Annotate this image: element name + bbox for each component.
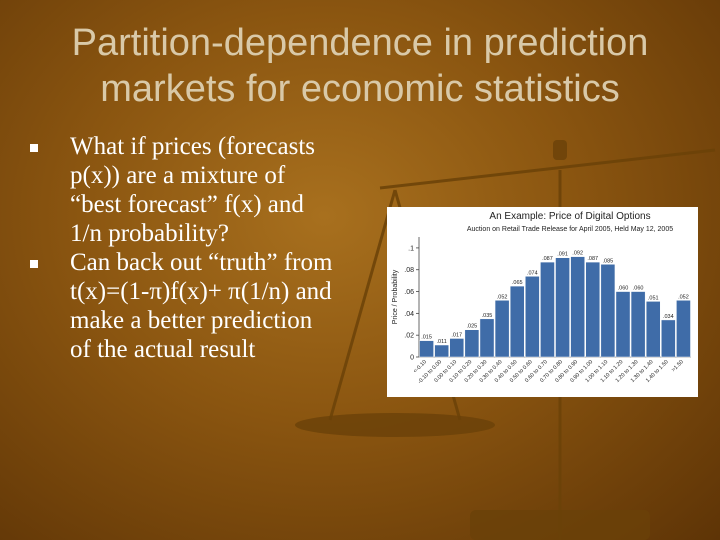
bullet-text: What if prices (forecasts p(x)) are a mi… — [70, 133, 316, 247]
y-tick-label: 0 — [410, 355, 414, 362]
bar-value-label: .052 — [497, 294, 508, 300]
bar — [676, 300, 691, 358]
bar — [600, 264, 616, 358]
bar-value-label: .025 — [467, 324, 478, 330]
bar — [479, 318, 495, 358]
bar — [449, 338, 465, 358]
bar-value-label: .034 — [663, 314, 674, 320]
bar — [509, 285, 525, 358]
bar-value-label: .065 — [512, 280, 523, 286]
bullet-item: Can back out “truth” from t(x)=(1-π)f(x)… — [26, 248, 336, 364]
bar — [525, 276, 540, 358]
bar — [494, 300, 510, 358]
chart-title: An Example: Price of Digital Options — [489, 211, 650, 222]
bar-value-label: .087 — [587, 256, 598, 262]
bar — [645, 301, 661, 358]
bar — [464, 329, 480, 358]
bar-chart: An Example: Price of Digital Options Auc… — [392, 211, 691, 385]
bar — [434, 344, 449, 358]
chart-panel: An Example: Price of Digital Options Auc… — [387, 207, 698, 397]
bullet-square-icon — [30, 260, 38, 268]
bar — [615, 291, 631, 358]
bar — [540, 261, 555, 358]
y-tick-label: .04 — [404, 311, 414, 318]
y-tick-label: .08 — [404, 267, 414, 274]
bar-value-label: .052 — [678, 294, 689, 300]
bar-value-label: .051 — [648, 295, 659, 301]
bar-value-label: .085 — [603, 258, 614, 264]
y-tick-label: .06 — [404, 289, 414, 296]
x-tick-label: >1.50 — [671, 359, 685, 373]
slide-title: Partition-dependence in prediction marke… — [71, 22, 649, 110]
bar — [555, 257, 570, 358]
chart-subtitle: Auction on Retail Trade Release for Apri… — [467, 226, 673, 233]
bullet-list: What if prices (forecasts p(x)) are a mi… — [26, 132, 336, 364]
bar — [419, 340, 434, 358]
bar-value-label: .074 — [527, 270, 538, 276]
bar-value-label: .087 — [542, 256, 553, 262]
bar-value-label: .017 — [451, 332, 462, 338]
bar — [570, 256, 585, 358]
bullet-item: What if prices (forecasts p(x)) are a mi… — [26, 132, 336, 248]
bar-value-label: .035 — [482, 313, 493, 319]
bullet-square-icon — [30, 144, 38, 152]
bar-value-label: .060 — [618, 286, 629, 292]
y-axis-label: Price / Probability — [392, 269, 399, 324]
y-tick-label: .02 — [404, 333, 414, 340]
bar-value-label: .092 — [572, 251, 583, 257]
bar — [630, 291, 646, 358]
bar-value-label: .011 — [437, 339, 447, 345]
bar-value-label: .015 — [421, 335, 432, 341]
bar-value-label: .060 — [633, 286, 644, 292]
bullet-text: Can back out “truth” from t(x)=(1-π)f(x)… — [70, 249, 333, 363]
y-tick-label: .1 — [408, 245, 414, 252]
bar — [585, 261, 601, 358]
bar-value-label: .091 — [557, 252, 568, 258]
bar — [661, 319, 676, 358]
